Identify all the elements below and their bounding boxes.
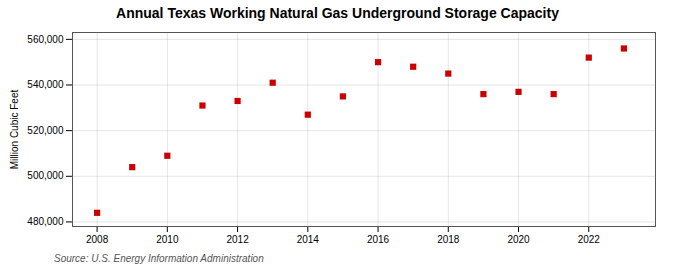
svg-text:2016: 2016: [367, 234, 390, 245]
svg-text:2012: 2012: [226, 234, 249, 245]
svg-text:2022: 2022: [578, 234, 601, 245]
svg-text:2018: 2018: [437, 234, 460, 245]
svg-text:520,000: 520,000: [27, 125, 64, 136]
svg-text:Million Cubic Feet: Million Cubic Feet: [9, 90, 20, 170]
svg-text:540,000: 540,000: [27, 79, 64, 90]
html-text:Source: U.S. Energy Informatio: Source: U.S. Energy Information Administ…: [54, 253, 264, 264]
svg-text:2010: 2010: [156, 234, 179, 245]
html-text:Annual Texas Working Natural G: Annual Texas Working Natural Gas Undergr…: [116, 5, 559, 21]
svg-text:2020: 2020: [507, 234, 530, 245]
svg-text:2008: 2008: [86, 234, 109, 245]
svg-text:560,000: 560,000: [27, 34, 64, 45]
svg-text:500,000: 500,000: [27, 170, 64, 181]
svg-text:480,000: 480,000: [27, 216, 64, 227]
svg-text:2014: 2014: [297, 234, 320, 245]
